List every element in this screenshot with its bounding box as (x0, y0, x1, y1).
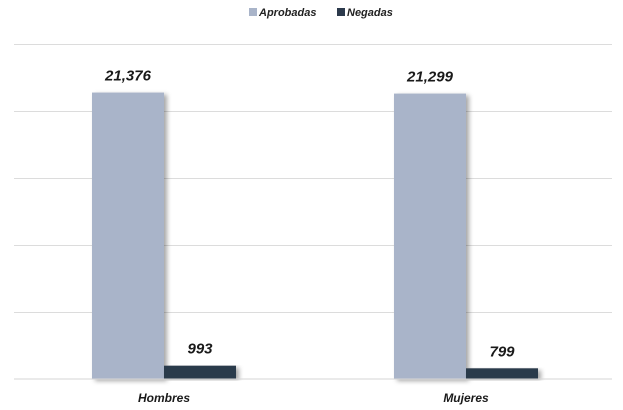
bar-negadas-hombres (164, 365, 236, 379)
bar-negadas-mujeres (466, 368, 538, 379)
bar-aprobadas-mujeres (394, 93, 466, 380)
legend-swatch-aprobadas (249, 8, 257, 16)
category-label-hombres: Hombres (138, 391, 190, 405)
legend-label-aprobadas: Aprobadas (258, 7, 316, 19)
legend-swatch-negadas (337, 8, 345, 16)
bar-aprobadas-hombres (92, 92, 164, 380)
legend: Aprobadas Negadas (249, 7, 393, 19)
bars (92, 92, 538, 380)
data-label-aprobadas-hombres: 21,376 (104, 68, 152, 85)
legend-label-negadas: Negadas (347, 7, 393, 19)
category-label-mujeres: Mujeres (443, 391, 489, 405)
data-label-aprobadas-mujeres: 21,299 (406, 69, 454, 86)
data-labels: 21,376 993 21,299 799 (104, 68, 515, 361)
data-label-negadas-hombres: 993 (187, 341, 213, 358)
category-labels: Hombres Mujeres (138, 391, 489, 405)
data-label-negadas-mujeres: 799 (489, 343, 515, 360)
